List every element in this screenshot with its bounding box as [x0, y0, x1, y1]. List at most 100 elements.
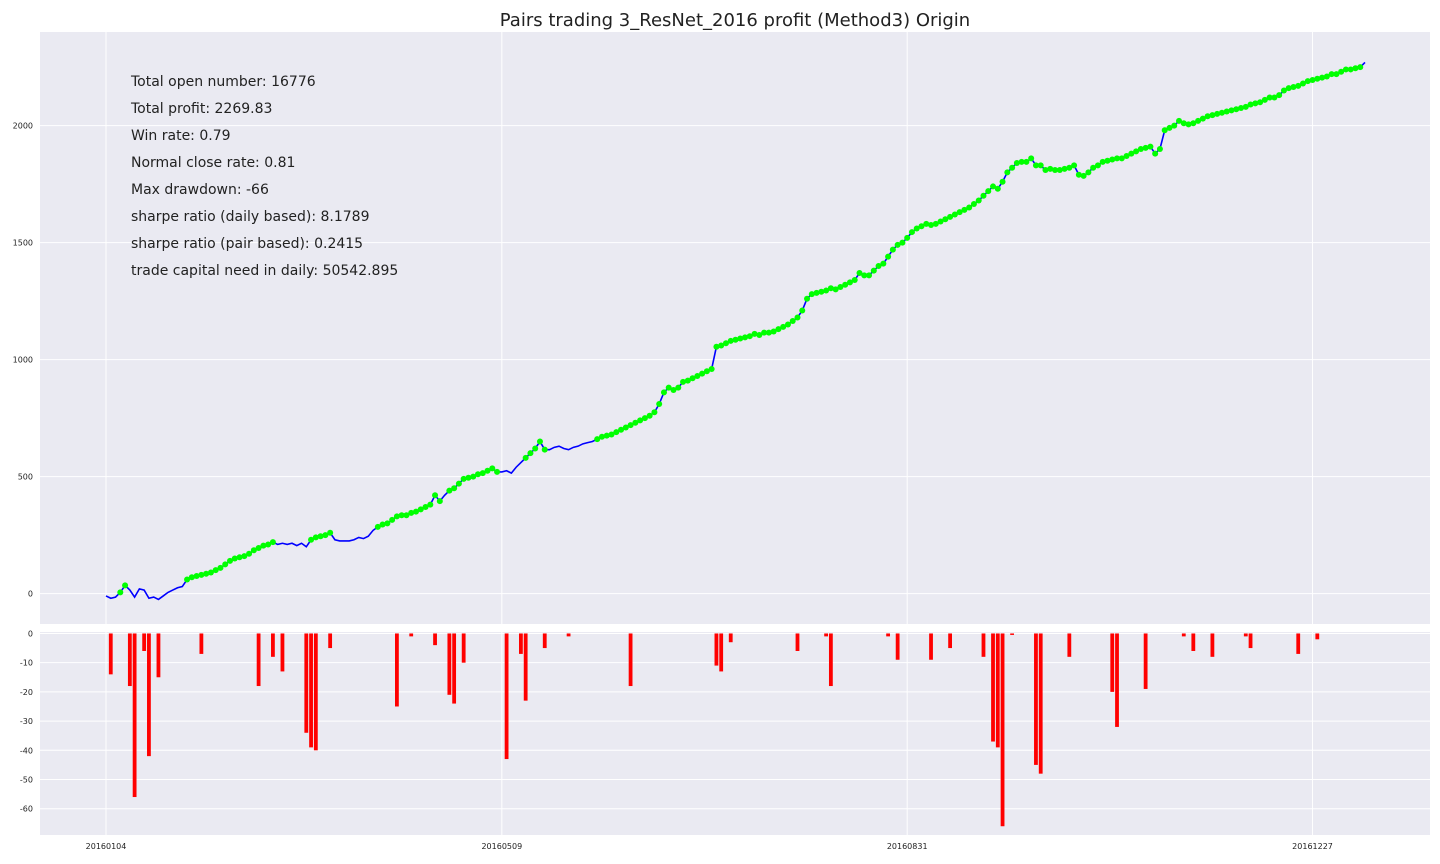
- win-marker: [1042, 167, 1049, 174]
- win-marker: [250, 547, 257, 554]
- loss-bar: [714, 633, 719, 666]
- win-marker: [899, 239, 906, 246]
- win-marker: [870, 267, 877, 274]
- win-marker: [994, 185, 1001, 192]
- win-marker: [1238, 105, 1245, 112]
- loss-bar: [108, 633, 113, 675]
- profit-y-tick-label: 0: [28, 590, 33, 599]
- x-ticks: 20160104 20160509 20160831 20161227: [86, 842, 1333, 851]
- loss-bar: [447, 633, 452, 695]
- win-marker: [527, 450, 534, 457]
- win-marker: [1257, 99, 1264, 106]
- win-marker: [446, 487, 453, 494]
- win-marker: [613, 429, 620, 436]
- win-marker: [722, 340, 729, 347]
- loss-bar: [304, 633, 309, 733]
- loss-bar: [995, 633, 1000, 748]
- win-marker: [799, 307, 806, 314]
- win-marker: [494, 468, 501, 475]
- win-marker: [1085, 169, 1092, 176]
- win-marker: [1190, 120, 1197, 127]
- win-marker: [756, 332, 763, 339]
- win-marker: [193, 573, 200, 580]
- loss-bar: [461, 633, 466, 663]
- win-marker: [265, 541, 272, 548]
- loss-bar: [719, 633, 724, 672]
- win-marker: [1319, 74, 1326, 81]
- win-marker: [732, 336, 739, 343]
- win-marker: [408, 509, 415, 516]
- win-marker: [775, 326, 782, 333]
- win-marker: [622, 424, 629, 431]
- win-marker: [1156, 145, 1163, 152]
- loss-bar: [452, 633, 457, 704]
- loss-bar: [1143, 633, 1148, 689]
- win-marker: [1094, 162, 1101, 169]
- win-marker: [398, 512, 405, 519]
- win-marker: [489, 465, 496, 472]
- win-marker: [942, 216, 949, 223]
- loss-bar: [1181, 633, 1186, 637]
- win-marker: [1185, 121, 1192, 128]
- win-marker: [770, 328, 777, 335]
- loss-bar: [542, 633, 547, 649]
- win-marker: [594, 436, 601, 443]
- win-marker: [646, 412, 653, 419]
- win-marker: [598, 433, 605, 440]
- win-marker: [618, 426, 625, 433]
- win-marker: [651, 409, 658, 416]
- drawdown-grid: [40, 632, 1430, 835]
- win-marker: [1028, 155, 1035, 162]
- win-marker: [866, 272, 873, 279]
- win-marker: [975, 197, 982, 204]
- win-marker: [422, 504, 429, 511]
- loss-bar: [824, 633, 829, 637]
- win-marker: [1018, 158, 1025, 165]
- win-marker: [1252, 100, 1259, 107]
- win-marker: [737, 335, 744, 342]
- loss-bar: [1038, 633, 1043, 774]
- win-marker: [985, 188, 992, 195]
- win-marker: [885, 253, 892, 260]
- loss-bar: [929, 633, 933, 660]
- win-marker: [217, 564, 224, 571]
- win-marker: [928, 222, 935, 229]
- loss-bar: [895, 633, 900, 660]
- win-marker: [861, 272, 868, 279]
- win-marker: [436, 498, 443, 505]
- win-marker: [708, 365, 715, 372]
- drawdown-y-tick-label: 0: [28, 629, 33, 638]
- stat-line: Win rate: 0.79: [131, 128, 231, 144]
- win-marker: [479, 470, 486, 477]
- win-marker: [956, 209, 963, 216]
- drawdown-y-tick-label: -40: [20, 746, 33, 755]
- x-tick-label: 20161227: [1292, 842, 1333, 851]
- win-marker: [1180, 120, 1187, 127]
- win-marker: [761, 329, 768, 336]
- win-marker: [327, 529, 334, 536]
- win-marker: [608, 431, 615, 438]
- loss-bar: [981, 633, 986, 657]
- win-marker: [212, 567, 219, 574]
- win-marker: [1242, 103, 1249, 110]
- win-marker: [389, 516, 396, 523]
- win-marker: [432, 492, 439, 499]
- win-marker: [1228, 107, 1235, 114]
- win-marker: [1114, 155, 1121, 162]
- loss-bar: [1110, 633, 1115, 692]
- stat-line: Total profit: 2269.83: [130, 101, 272, 117]
- x-tick-label: 20160104: [86, 842, 127, 851]
- win-marker: [1223, 108, 1230, 115]
- drawdown-panel: 0-10-20-30-40-50-60 20160104 20160509 2016…: [20, 629, 1430, 851]
- win-marker: [1209, 112, 1216, 119]
- win-marker: [656, 401, 663, 408]
- win-marker: [751, 330, 758, 337]
- loss-bar: [566, 633, 571, 637]
- win-marker: [1276, 92, 1283, 99]
- win-marker: [970, 200, 977, 207]
- win-marker: [1338, 68, 1345, 75]
- loss-bar: [886, 633, 891, 637]
- win-marker: [842, 281, 849, 288]
- win-marker: [417, 506, 424, 513]
- win-marker: [894, 241, 901, 248]
